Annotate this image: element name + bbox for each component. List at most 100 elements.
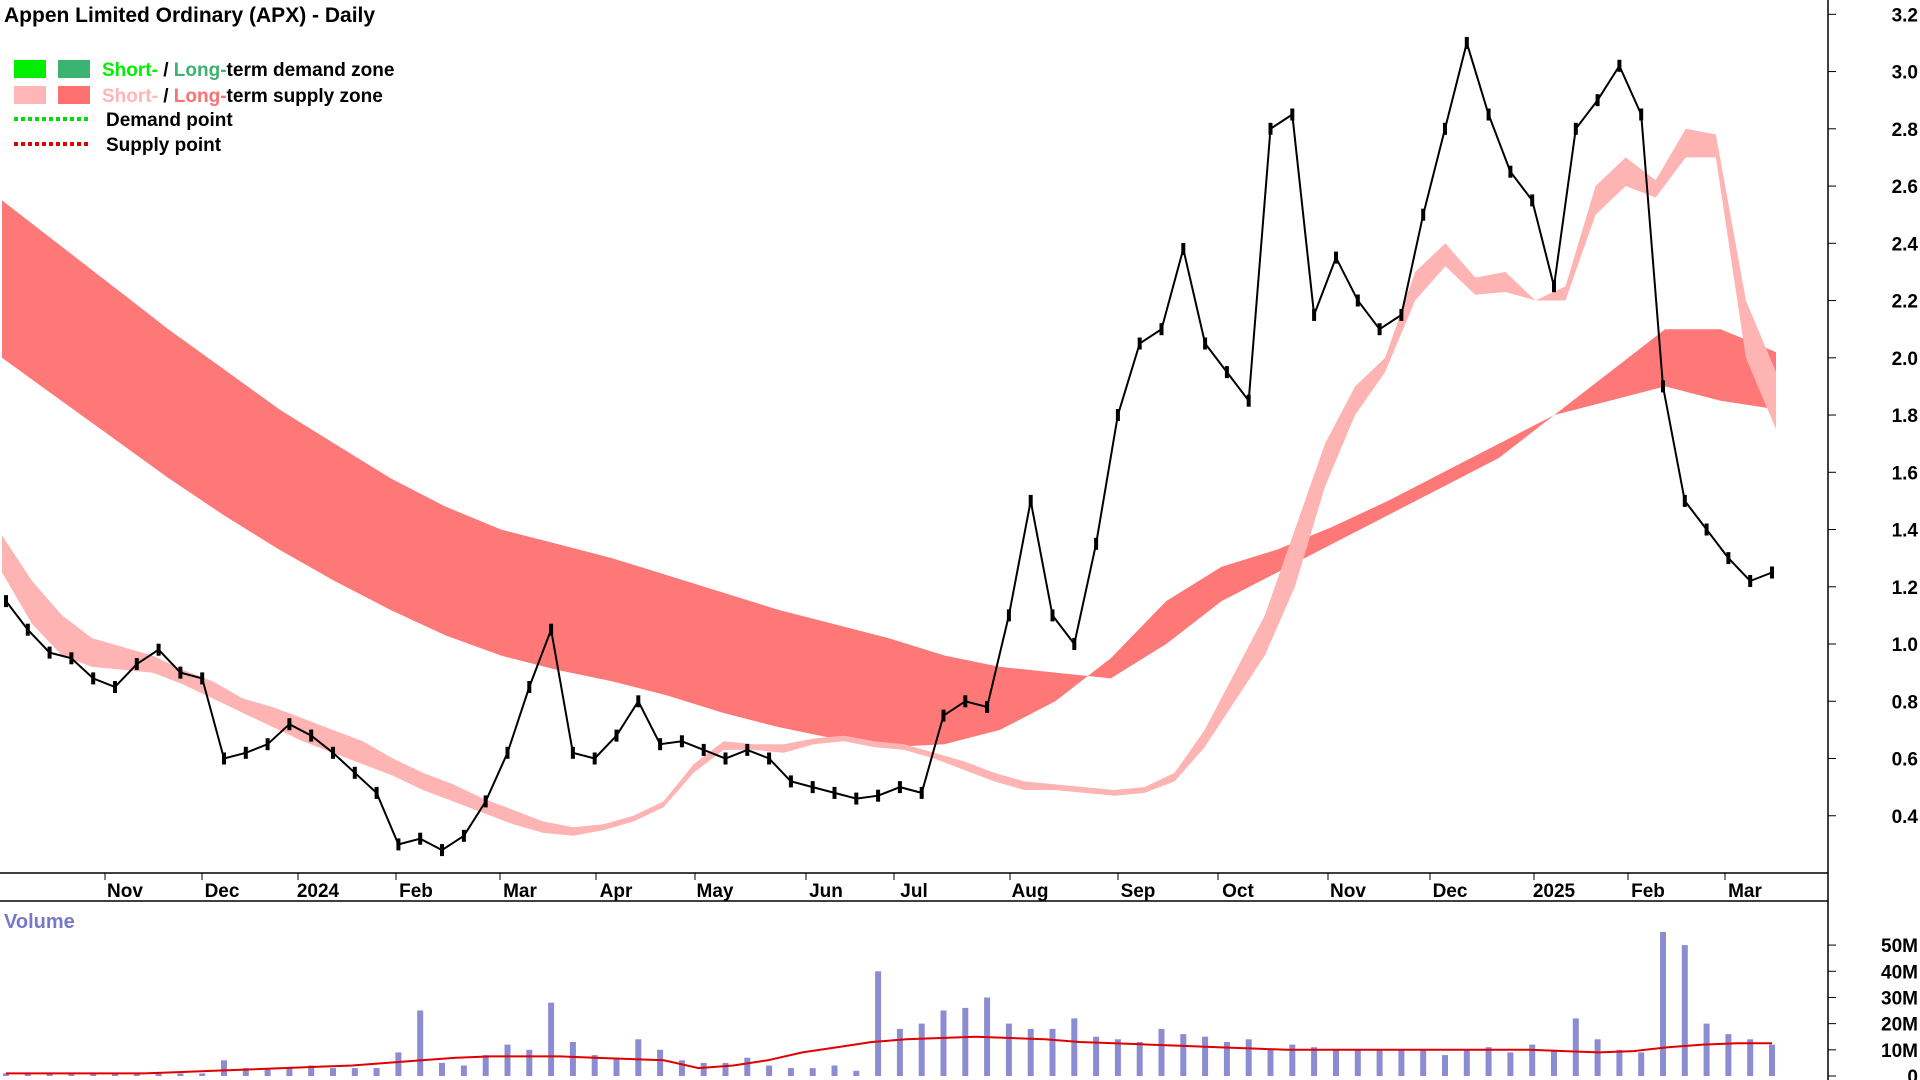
- volume-bar: [1420, 1049, 1427, 1076]
- volume-bar: [1202, 1036, 1209, 1076]
- legend-label: Supply point: [106, 135, 222, 156]
- price-bar: [745, 743, 750, 756]
- price-bar: [1573, 122, 1578, 135]
- volume-tick-label: 0: [1907, 1067, 1918, 1080]
- volume-bar: [242, 1068, 249, 1076]
- price-bar: [47, 646, 52, 659]
- volume-bar: [264, 1068, 271, 1076]
- price-bar: [1595, 94, 1600, 107]
- price-bar: [265, 738, 270, 751]
- price-bar: [331, 746, 335, 759]
- y-tick-label: 2.8: [1892, 120, 1918, 141]
- y-tick-label: 2.6: [1892, 177, 1918, 198]
- price-bar: [1290, 108, 1295, 121]
- volume-bar: [351, 1068, 358, 1076]
- x-tick-label: Dec: [1433, 881, 1468, 902]
- volume-bar: [569, 1042, 576, 1076]
- volume-bar: [1289, 1044, 1296, 1076]
- x-tick-label: Aug: [1012, 881, 1049, 902]
- volume-bar: [1398, 1049, 1405, 1076]
- y-tick-label: 0.8: [1892, 692, 1918, 713]
- legend-swatch-long: [58, 60, 90, 78]
- price-bar: [1246, 394, 1251, 407]
- x-tick-label: Oct: [1222, 881, 1254, 902]
- volume-bar: [1725, 1034, 1732, 1076]
- x-tick-label: Mar: [1728, 881, 1762, 902]
- volume-bar: [962, 1007, 969, 1076]
- short-term-zone-band: [2, 128, 1776, 836]
- price-bar: [91, 672, 96, 685]
- price-bar: [767, 752, 772, 765]
- price-bar: [505, 746, 510, 759]
- volume-bar: [1616, 1049, 1623, 1076]
- price-bar: [788, 775, 793, 788]
- price-bar: [549, 623, 554, 636]
- price-bar: [832, 786, 837, 799]
- volume-bar: [1572, 1018, 1579, 1076]
- volume-label: Volume: [4, 911, 75, 933]
- volume-bar: [1071, 1018, 1078, 1076]
- volume-bar: [112, 1073, 118, 1076]
- volume-bar: [1005, 1023, 1012, 1076]
- price-bar: [1094, 537, 1099, 550]
- volume-bar: [657, 1049, 664, 1076]
- volume-bar: [460, 1065, 467, 1076]
- price-close-line: [5, 39, 1773, 852]
- price-bar: [4, 595, 8, 608]
- legend-label-part: Short-: [102, 60, 158, 81]
- price-bar: [1224, 366, 1229, 379]
- volume-bar: [744, 1057, 751, 1076]
- volume-bar: [1703, 1023, 1710, 1076]
- legend-label: Demand point: [106, 110, 233, 131]
- x-tick-label: Mar: [503, 881, 537, 902]
- volume-bar: [3, 1073, 9, 1076]
- price-bar: [461, 829, 466, 842]
- price-bar: [1268, 122, 1273, 135]
- price-bar: [679, 735, 684, 748]
- price-bar: [1028, 494, 1033, 507]
- x-tick-label: Nov: [107, 881, 143, 902]
- volume-bar: [1507, 1052, 1514, 1076]
- y-tick-label: 1.4: [1892, 521, 1919, 542]
- volume-bar: [809, 1068, 816, 1076]
- price-bar: [156, 643, 161, 656]
- volume-bar: [766, 1065, 773, 1076]
- volume-bar: [1027, 1028, 1034, 1076]
- volume-bar: [395, 1052, 402, 1076]
- y-tick-label: 3.2: [1892, 5, 1918, 26]
- price-bar: [1661, 380, 1665, 393]
- volume-bar: [177, 1073, 184, 1076]
- volume-bar: [1769, 1044, 1775, 1076]
- y-tick-label: 1.6: [1892, 463, 1918, 484]
- volume-bar: [1267, 1049, 1274, 1076]
- volume-bar: [678, 1060, 685, 1076]
- volume-bar: [940, 1010, 947, 1076]
- legend-label-part: /: [158, 86, 174, 107]
- price-bar: [570, 746, 575, 759]
- volume-bar: [221, 1060, 227, 1076]
- x-tick-label: Feb: [399, 881, 433, 902]
- price-bar: [440, 844, 444, 857]
- volume-bar: [417, 1010, 424, 1076]
- volume-bar: [1354, 1049, 1361, 1076]
- price-bar: [1181, 243, 1186, 255]
- volume-bar: [1551, 1049, 1557, 1076]
- volume-bar: [90, 1073, 97, 1076]
- price-bar: [374, 786, 379, 799]
- x-tick-label: Sep: [1121, 881, 1156, 902]
- price-bar: [69, 652, 74, 665]
- x-tick-label: Jun: [809, 881, 843, 902]
- volume-bar: [373, 1068, 380, 1076]
- price-bar: [1748, 575, 1753, 587]
- volume-bar: [24, 1073, 31, 1076]
- volume-bar: [155, 1073, 162, 1076]
- y-tick-label: 3.0: [1892, 63, 1918, 84]
- price-bar: [483, 795, 488, 808]
- price-bar: [876, 789, 881, 802]
- y-tick-label: 1.2: [1892, 578, 1918, 599]
- price-bar: [1006, 609, 1011, 622]
- price-bar: [1530, 194, 1535, 207]
- price-bar: [1639, 108, 1644, 121]
- price-bar: [1443, 122, 1447, 135]
- price-bar: [1770, 566, 1774, 579]
